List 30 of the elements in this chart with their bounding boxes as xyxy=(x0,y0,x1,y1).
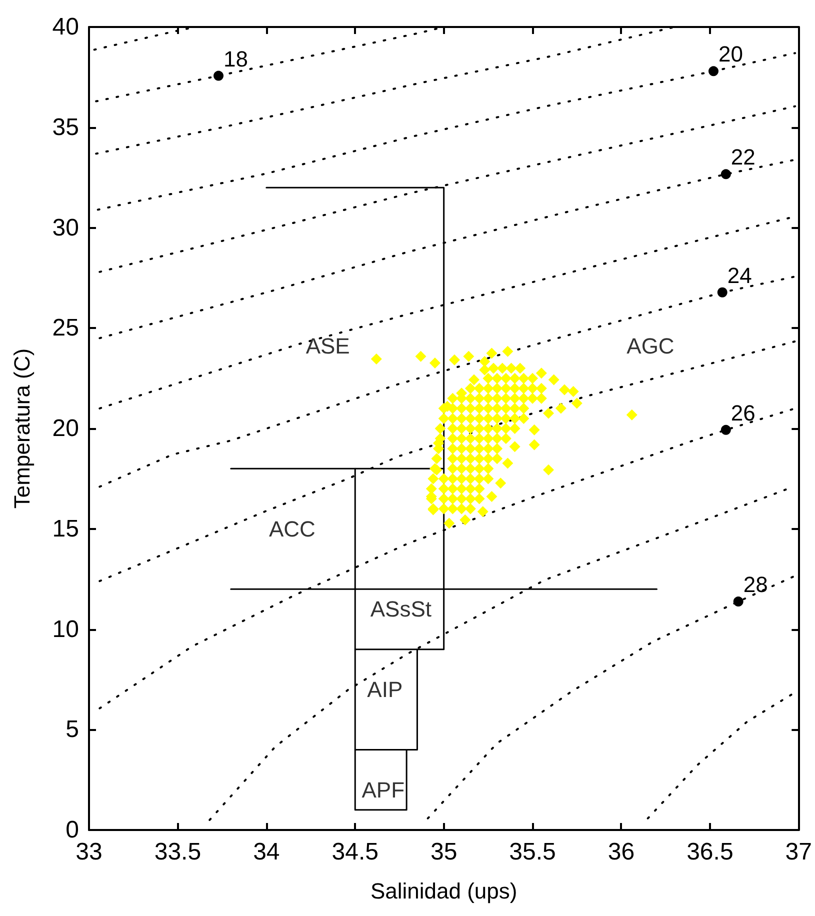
annotation: 22 xyxy=(730,144,756,170)
x-tick-label: 33.5 xyxy=(154,838,202,866)
y-tick-label: 20 xyxy=(52,415,79,442)
annotation: 26 xyxy=(730,400,756,426)
annotation: APF xyxy=(362,777,405,802)
annotation: 28 xyxy=(743,572,768,598)
y-tick-label: 15 xyxy=(52,515,79,542)
annotation: 24 xyxy=(727,262,752,288)
x-axis-title: Salinidad (ups) xyxy=(370,878,518,904)
x-tick-label: 36.5 xyxy=(686,838,734,866)
x-tick-label: 37 xyxy=(785,838,812,866)
y-tick-label: 35 xyxy=(52,114,79,141)
annotation: 18 xyxy=(224,46,248,72)
x-tick-label: 35 xyxy=(430,838,458,866)
annotation: 20 xyxy=(718,42,743,67)
y-tick-label: 30 xyxy=(52,214,79,242)
annotation: ASsSt xyxy=(370,596,432,622)
y-axis-title: Temperatura (C) xyxy=(10,348,34,509)
annotation: ASE xyxy=(306,334,350,359)
annotation: AIP xyxy=(367,676,403,702)
y-tick-label: 25 xyxy=(52,314,79,342)
annotation: AGC xyxy=(626,334,674,359)
x-tick-label: 34 xyxy=(253,838,280,866)
x-tick-label: 34.5 xyxy=(332,838,378,866)
y-tick-label: 40 xyxy=(52,14,79,40)
annotation: ACC xyxy=(268,516,316,542)
y-tick-label: 5 xyxy=(66,716,79,744)
y-tick-label: 10 xyxy=(52,616,79,643)
x-tick-label: 35.5 xyxy=(509,838,556,866)
x-tick-label: 36 xyxy=(608,838,635,866)
